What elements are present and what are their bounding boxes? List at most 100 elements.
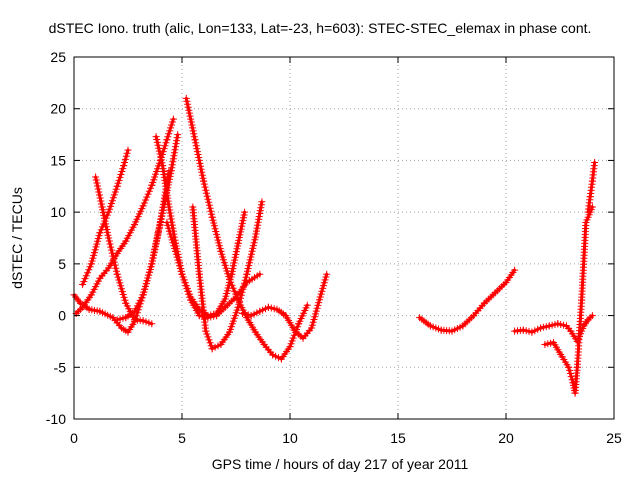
data-point bbox=[93, 179, 101, 187]
data-point bbox=[240, 279, 248, 287]
data-point bbox=[81, 275, 89, 283]
data-point bbox=[139, 317, 147, 325]
data-point bbox=[193, 145, 201, 153]
data-point bbox=[123, 149, 131, 157]
data-point bbox=[191, 136, 199, 144]
series-arc-12 bbox=[511, 312, 596, 345]
data-point bbox=[264, 303, 272, 311]
data-point bbox=[140, 288, 148, 296]
data-point bbox=[148, 320, 156, 328]
data-point bbox=[92, 173, 100, 181]
data-point bbox=[255, 213, 263, 220]
data-point bbox=[321, 276, 329, 284]
ticks bbox=[73, 56, 615, 420]
data-point bbox=[108, 249, 116, 257]
data-point bbox=[294, 323, 302, 331]
data-point bbox=[105, 234, 113, 242]
data-point bbox=[176, 265, 184, 272]
series-line bbox=[94, 175, 154, 326]
data-point bbox=[214, 342, 222, 350]
data-point bbox=[200, 177, 208, 185]
data-point bbox=[566, 366, 573, 374]
data-point bbox=[124, 146, 132, 154]
data-point bbox=[96, 194, 104, 202]
data-point bbox=[161, 142, 169, 150]
data-point bbox=[109, 194, 117, 202]
data-point bbox=[115, 276, 123, 284]
data-point bbox=[153, 235, 161, 242]
data-point bbox=[567, 373, 575, 381]
data-point bbox=[103, 226, 111, 233]
data-point bbox=[236, 297, 244, 305]
data-point bbox=[120, 162, 128, 170]
data-point bbox=[190, 133, 198, 141]
data-point bbox=[226, 275, 233, 283]
data-point bbox=[164, 221, 172, 229]
data-point bbox=[163, 219, 171, 226]
data-point bbox=[182, 94, 190, 102]
data-point bbox=[172, 143, 179, 151]
data-point bbox=[560, 321, 568, 329]
data-point bbox=[100, 211, 108, 219]
data-point bbox=[185, 109, 193, 117]
data-point bbox=[210, 310, 218, 318]
series-arc-2 bbox=[79, 146, 132, 288]
data-point bbox=[105, 237, 113, 245]
data-point bbox=[120, 293, 128, 301]
series-arc-8 bbox=[182, 94, 311, 363]
data-point bbox=[106, 205, 113, 213]
data-point bbox=[167, 124, 175, 132]
data-point bbox=[162, 139, 170, 147]
data-point bbox=[118, 285, 125, 293]
data-point bbox=[588, 312, 596, 320]
data-point bbox=[116, 173, 124, 181]
data-point bbox=[142, 318, 150, 326]
data-point bbox=[94, 185, 102, 193]
data-point bbox=[167, 233, 175, 241]
data-point bbox=[519, 326, 527, 334]
data-point bbox=[195, 154, 203, 161]
data-point bbox=[116, 315, 124, 323]
data-point bbox=[247, 312, 255, 320]
data-point bbox=[179, 273, 187, 281]
data-point bbox=[156, 220, 164, 228]
series-arc-5 bbox=[113, 131, 182, 324]
y-tick-label: -10 bbox=[46, 411, 66, 427]
data-point bbox=[323, 270, 331, 278]
data-point bbox=[165, 224, 173, 232]
y-tick-label: 5 bbox=[58, 256, 66, 272]
y-tick-label: -5 bbox=[54, 359, 67, 375]
data-point bbox=[227, 278, 235, 286]
data-point bbox=[80, 278, 88, 286]
data-point bbox=[198, 168, 206, 176]
data-point bbox=[144, 274, 152, 282]
data-point bbox=[168, 121, 175, 129]
data-point bbox=[163, 136, 171, 144]
data-point bbox=[95, 188, 103, 196]
x-tick-label: 10 bbox=[282, 430, 298, 446]
data-point bbox=[112, 264, 120, 272]
data-point bbox=[316, 293, 324, 301]
data-point bbox=[202, 186, 210, 194]
series-arc-10 bbox=[239, 270, 331, 342]
data-point bbox=[258, 198, 266, 206]
data-point bbox=[565, 363, 573, 371]
data-point bbox=[233, 293, 241, 301]
data-point bbox=[82, 272, 90, 280]
data-point bbox=[158, 159, 166, 167]
data-point bbox=[229, 284, 237, 292]
data-point bbox=[197, 165, 205, 173]
data-point bbox=[154, 141, 162, 149]
data-point bbox=[256, 270, 264, 278]
data-point bbox=[205, 198, 213, 206]
data-point bbox=[187, 118, 195, 126]
x-tick-label: 25 bbox=[606, 430, 622, 446]
data-point bbox=[156, 150, 164, 158]
data-point bbox=[534, 325, 542, 333]
data-point bbox=[110, 191, 118, 199]
data-point bbox=[243, 270, 251, 278]
data-point bbox=[118, 288, 126, 296]
data-point bbox=[237, 291, 245, 299]
data-point bbox=[272, 352, 280, 360]
